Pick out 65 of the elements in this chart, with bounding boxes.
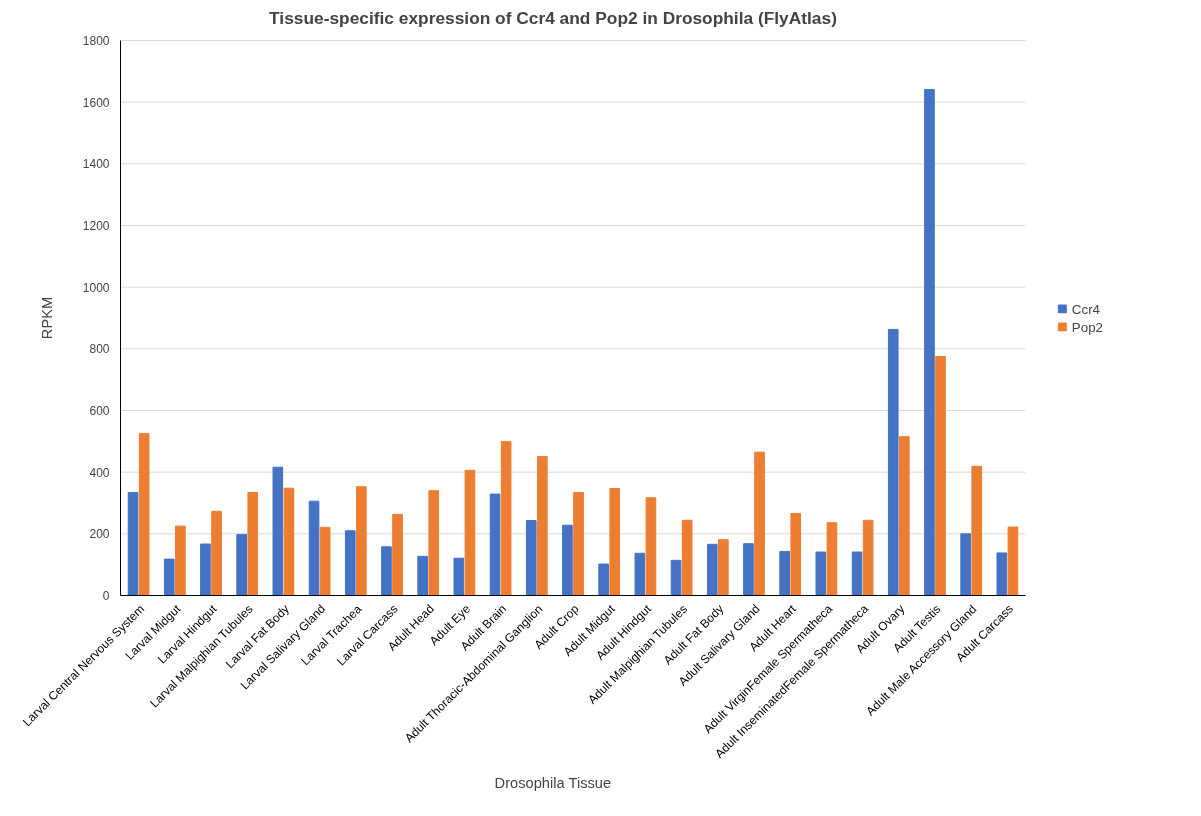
- bar: [851, 551, 863, 596]
- bar: [283, 487, 295, 596]
- bar: [706, 543, 718, 596]
- bar: [862, 519, 874, 596]
- bar: [127, 492, 139, 596]
- bar: [743, 543, 754, 596]
- y-tick-label: 600: [89, 404, 110, 418]
- y-tick-label: 200: [89, 527, 110, 542]
- bar: [392, 513, 403, 596]
- bar: [815, 551, 827, 596]
- bar: [754, 451, 765, 596]
- y-tick-label: 1400: [82, 157, 110, 172]
- y-tick-label: 1800: [82, 34, 110, 48]
- y-axis-title: RPKM: [38, 296, 55, 340]
- bar: [308, 500, 320, 596]
- bar: [645, 497, 657, 596]
- bar: [247, 492, 259, 596]
- bar: [417, 555, 428, 596]
- bar: [163, 558, 175, 596]
- bar: [344, 530, 356, 596]
- legend-label: Ccr4: [1071, 301, 1100, 316]
- bar: [971, 465, 983, 596]
- bar: [573, 492, 584, 596]
- bar: [525, 520, 537, 596]
- bar: [670, 559, 682, 596]
- bar: [899, 436, 910, 596]
- legend-label: Pop2: [1071, 319, 1103, 334]
- bar: [236, 533, 247, 596]
- bar: [718, 539, 729, 596]
- x-axis-title: Drosophila Tissue: [494, 774, 612, 791]
- y-tick-label: 1000: [82, 280, 110, 295]
- bar: [211, 510, 222, 596]
- y-tick-label: 800: [89, 342, 110, 357]
- y-tick-label: 400: [89, 465, 110, 480]
- bar: [200, 543, 211, 596]
- bar: [598, 563, 609, 596]
- bar: [935, 356, 946, 596]
- chart-title: Tissue-specific expression of Ccr4 and Pop2 in Drosophila (FlyAtlas): [269, 7, 837, 28]
- bar: [634, 552, 646, 596]
- bar: [779, 550, 790, 596]
- bar: [790, 512, 802, 596]
- bar: [562, 524, 573, 596]
- bar: [609, 488, 621, 596]
- bar: [1007, 526, 1019, 596]
- y-tick-label: 0: [102, 589, 110, 603]
- bar: [175, 525, 186, 596]
- bar: [356, 486, 367, 596]
- bar: [826, 522, 838, 596]
- bar: [924, 89, 935, 596]
- bar: [537, 455, 548, 596]
- bar: [681, 519, 693, 596]
- bar: [464, 469, 476, 596]
- bar: [960, 533, 971, 596]
- bar: [381, 546, 392, 596]
- bar: [272, 466, 284, 596]
- bar: [500, 441, 512, 596]
- y-tick-label: 1200: [82, 219, 110, 233]
- bar: [319, 526, 331, 596]
- bar: [996, 552, 1008, 596]
- bar: [138, 433, 150, 596]
- bar: [887, 328, 899, 596]
- bar: [453, 557, 465, 596]
- y-tick-label: 1600: [82, 95, 110, 110]
- bar: [428, 490, 440, 596]
- bar: [489, 493, 501, 596]
